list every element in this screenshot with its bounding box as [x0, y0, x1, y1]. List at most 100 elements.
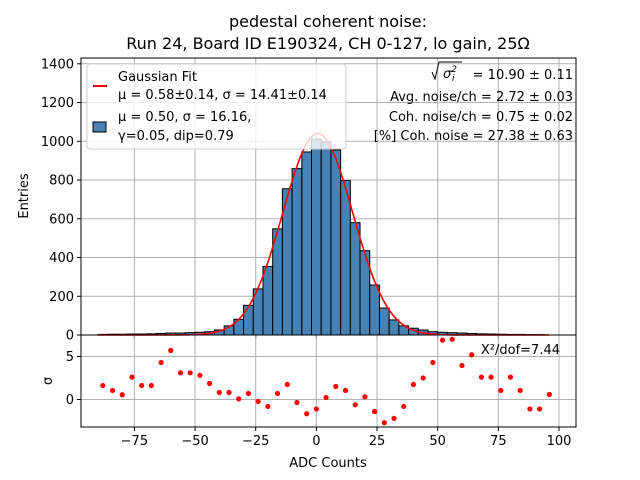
residual-point: [488, 374, 494, 380]
residual-point: [216, 389, 222, 396]
noise-stats: σ2 i = 10.90 ± 0.11 Avg. noise/ch = 2.72 …: [374, 61, 573, 144]
histogram-ytick-label-4: 800: [49, 174, 74, 189]
histogram-bar: [349, 222, 361, 336]
residual-point: [323, 394, 329, 401]
residual-point: [498, 387, 504, 394]
histogram-bar: [311, 138, 322, 336]
histogram-bar: [340, 179, 351, 336]
residual-point: [362, 394, 368, 400]
residual-point: [129, 374, 135, 380]
x-axis-label: ADC Counts: [289, 456, 367, 471]
stat-coh-noise: Coh. noise/ch = 0.75 ± 0.02: [389, 110, 573, 125]
histogram-ytick-label-5: 1000: [41, 135, 74, 150]
chart-title-line-1: pedestal coherent noise:: [229, 12, 427, 31]
residual-point: [507, 374, 514, 380]
residual-point: [168, 347, 174, 354]
residual-ytick-label-0: 0: [66, 393, 74, 408]
histogram-y-ticks: 0 200 400 600 800 1000 1200 1400: [41, 57, 560, 344]
residual-point: [313, 406, 319, 412]
residual-point: [265, 403, 271, 410]
residual-point: [100, 382, 106, 389]
residual-xtick-label-0: −75: [121, 434, 148, 449]
y-axis-label-sigma: σ: [41, 377, 56, 385]
histogram-bar: [320, 141, 332, 336]
sqrt-sigma-symbol: σ2 i: [431, 61, 462, 84]
stat-sqrt-sigma-value: = 10.90 ± 0.11: [473, 68, 573, 83]
legend-hist-params-2: γ=0.05, dip=0.79: [118, 129, 234, 144]
residual-point: [527, 406, 533, 412]
residual-point: [439, 337, 446, 343]
residual-xtick-label-5: 50: [429, 434, 446, 449]
chart-title-line-2: Run 24, Board ID E190324, CH 0-127, lo g…: [126, 34, 529, 53]
residual-y-ticks: 05: [66, 350, 81, 408]
legend: Gaussian Fit μ = 0.58±0.14, σ = 14.41±0.…: [86, 63, 347, 150]
residual-point: [546, 391, 552, 398]
residual-x-ticks: −75 −50 −25 0 25 50 75 100: [121, 427, 572, 449]
histogram-bar: [378, 307, 390, 336]
histogram-bar: [330, 149, 342, 336]
histogram-ytick-label-3: 600: [49, 212, 74, 227]
histogram-bars: [97, 138, 545, 336]
residual-xtick-label-6: 75: [490, 434, 507, 449]
histogram-bar: [262, 265, 274, 336]
legend-fit-label: Gaussian Fit: [118, 70, 197, 85]
residual-point: [255, 398, 261, 405]
residual-point: [284, 381, 290, 388]
residual-point: [304, 411, 310, 417]
legend-histogram-patch-icon: [92, 121, 107, 133]
residual-xtick-label-7: 100: [547, 434, 572, 449]
residual-point: [469, 352, 475, 358]
histogram-bar: [369, 284, 380, 336]
residual-point: [148, 382, 154, 389]
residual-xtick-label-3: 0: [312, 434, 320, 449]
residual-point: [372, 408, 378, 415]
residual-point: [197, 372, 203, 379]
histogram-ytick-label-0: 0: [66, 329, 74, 344]
histogram-bar: [291, 168, 303, 336]
residual-xtick-label-1: −50: [181, 434, 208, 449]
residual-point: [245, 390, 252, 397]
residual-point: [177, 370, 184, 376]
residual-point: [537, 406, 543, 412]
residual-point: [420, 375, 426, 381]
residual-frame: [80, 334, 577, 428]
histogram-bar: [388, 319, 400, 336]
chi2-annotation: X²/dof=7.44: [481, 343, 560, 358]
residual-points: [100, 336, 552, 426]
histogram-bar: [301, 151, 313, 336]
residual-point: [226, 389, 232, 396]
histogram-ytick-label-7: 1400: [41, 57, 74, 72]
stat-avg-noise: Avg. noise/ch = 2.72 ± 0.03: [390, 90, 573, 105]
residual-point: [381, 420, 387, 426]
residual-xtick-label-2: −25: [242, 434, 269, 449]
residual-point: [342, 387, 349, 394]
residual-point: [119, 392, 125, 398]
legend-hist-params-1: μ = 0.50, σ = 16.16,: [118, 110, 251, 125]
histogram-bar: [243, 304, 254, 336]
residual-point: [410, 381, 417, 388]
residual-panel: 05 −75 −50 −25 0 25 50 75 100 σ ADC Counts X²/d…: [41, 334, 577, 471]
residual-point: [274, 390, 281, 397]
residual-point: [517, 387, 523, 394]
y-axis-label-entries: Entries: [17, 173, 32, 219]
residual-point: [207, 380, 213, 387]
residual-point: [478, 374, 484, 380]
legend-fit-params: μ = 0.58±0.14, σ = 14.41±0.14: [118, 88, 327, 103]
residual-point: [401, 403, 407, 410]
residual-xtick-label-4: 25: [369, 434, 386, 449]
residual-point: [109, 387, 116, 394]
residual-point: [187, 370, 193, 376]
residual-point: [236, 396, 242, 402]
histogram-panel: 0 200 400 600 800 1000 1200 1400 Entries Gaussi…: [17, 57, 577, 344]
residual-point: [449, 336, 455, 342]
residual-point: [333, 383, 339, 390]
stat-coh-noise-percent: [%] Coh. noise = 27.38 ± 0.63: [374, 129, 573, 144]
residual-ytick-label-1: 5: [66, 350, 74, 365]
residual-point: [391, 415, 397, 422]
residual-point: [430, 359, 436, 366]
histogram-ytick-label-1: 200: [49, 290, 74, 305]
histogram-ytick-label-2: 400: [49, 251, 74, 266]
histogram-ytick-label-6: 1200: [41, 96, 74, 111]
residual-point: [352, 402, 358, 408]
